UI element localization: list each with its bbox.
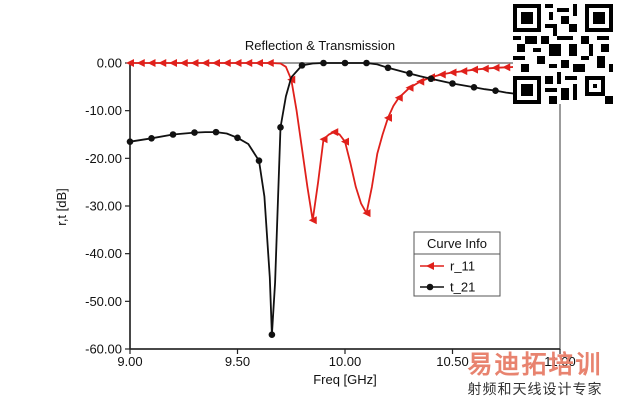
qr-code-icon xyxy=(513,4,613,104)
data-point xyxy=(470,65,478,74)
legend-marker xyxy=(426,283,434,291)
x-tick-label: 9.50 xyxy=(225,354,250,369)
y-tick-label: -30.00 xyxy=(85,199,122,214)
data-point xyxy=(126,138,134,145)
data-point xyxy=(212,59,220,67)
data-point xyxy=(405,83,414,92)
data-point xyxy=(470,84,478,91)
data-point xyxy=(169,59,177,67)
data-point xyxy=(319,135,328,144)
data-point xyxy=(437,70,446,79)
data-point xyxy=(492,87,499,94)
x-ticks: 9.00 9.50 10.00 10.50 11.00 xyxy=(117,349,576,369)
data-point xyxy=(268,331,276,339)
y-tick-label: -40.00 xyxy=(85,246,122,261)
data-point xyxy=(406,70,413,77)
data-point xyxy=(212,128,220,136)
data-point xyxy=(147,59,156,67)
data-point xyxy=(384,113,392,122)
watermark: 易迪拓培训 射频和天线设计专家 xyxy=(455,345,615,403)
data-point xyxy=(502,63,511,72)
data-point xyxy=(341,59,349,67)
legend-label: r_11 xyxy=(450,259,475,274)
x-tick-label: 9.00 xyxy=(117,354,142,369)
data-point xyxy=(384,64,392,72)
data-point xyxy=(265,59,274,67)
legend-title: Curve Info xyxy=(427,236,487,251)
data-point xyxy=(449,80,456,87)
data-point xyxy=(320,59,327,67)
y-ticks: 0.00 -10.00 -20.00 -30.00 -40.00 -50.00 -60.00 xyxy=(85,56,130,357)
data-point xyxy=(255,59,263,67)
legend: Curve Info r_11 t_21 xyxy=(413,231,501,297)
data-point xyxy=(191,129,198,136)
data-point xyxy=(190,59,199,67)
x-axis-label: Freq [GHz] xyxy=(313,372,377,387)
watermark-subtitle: 射频和天线设计专家 xyxy=(467,382,603,398)
x-tick-label: 10.50 xyxy=(436,354,469,369)
data-point xyxy=(126,59,134,67)
data-point xyxy=(277,124,284,131)
data-point xyxy=(244,59,253,67)
data-point xyxy=(363,59,370,67)
legend-item: t_21 xyxy=(420,280,475,295)
data-point xyxy=(179,59,188,67)
data-point xyxy=(234,134,241,142)
chart-title: Reflection & Transmission xyxy=(245,38,395,53)
data-point xyxy=(459,67,468,76)
data-point xyxy=(255,157,263,165)
data-point xyxy=(298,62,306,69)
data-point xyxy=(394,93,403,102)
series-t-21 xyxy=(126,59,521,339)
data-point xyxy=(491,63,500,72)
y-tick-label: 0.00 xyxy=(97,56,122,71)
data-point xyxy=(158,59,167,67)
data-point xyxy=(148,135,155,142)
data-point xyxy=(136,59,145,67)
y-tick-label: -60.00 xyxy=(85,342,122,357)
legend-item: r_11 xyxy=(420,259,475,274)
watermark-title: 易迪拓培训 xyxy=(467,350,603,379)
series-layer xyxy=(126,59,521,339)
data-point xyxy=(448,68,457,77)
data-point xyxy=(330,128,339,137)
data-point xyxy=(480,64,489,73)
y-tick-label: -20.00 xyxy=(85,151,122,166)
y-tick-label: -50.00 xyxy=(85,294,122,309)
data-point xyxy=(341,137,349,146)
legend-label: t_21 xyxy=(450,280,475,295)
plot-area xyxy=(129,62,561,350)
legend-items: r_11 t_21 xyxy=(420,259,475,295)
x-tick-label: 11.00 xyxy=(544,354,576,369)
data-point xyxy=(222,59,231,67)
y-axis-label: r,t [dB] xyxy=(54,188,69,226)
legend-marker xyxy=(426,262,434,270)
y-tick-label: -10.00 xyxy=(85,103,122,118)
data-point xyxy=(308,216,317,225)
plot-frame xyxy=(129,62,561,350)
data-point xyxy=(201,59,210,67)
data-point xyxy=(362,209,371,218)
data-point xyxy=(416,77,425,86)
data-point xyxy=(169,131,177,138)
x-tick-label: 10.00 xyxy=(329,354,362,369)
data-point xyxy=(233,59,242,67)
data-point xyxy=(427,75,435,83)
